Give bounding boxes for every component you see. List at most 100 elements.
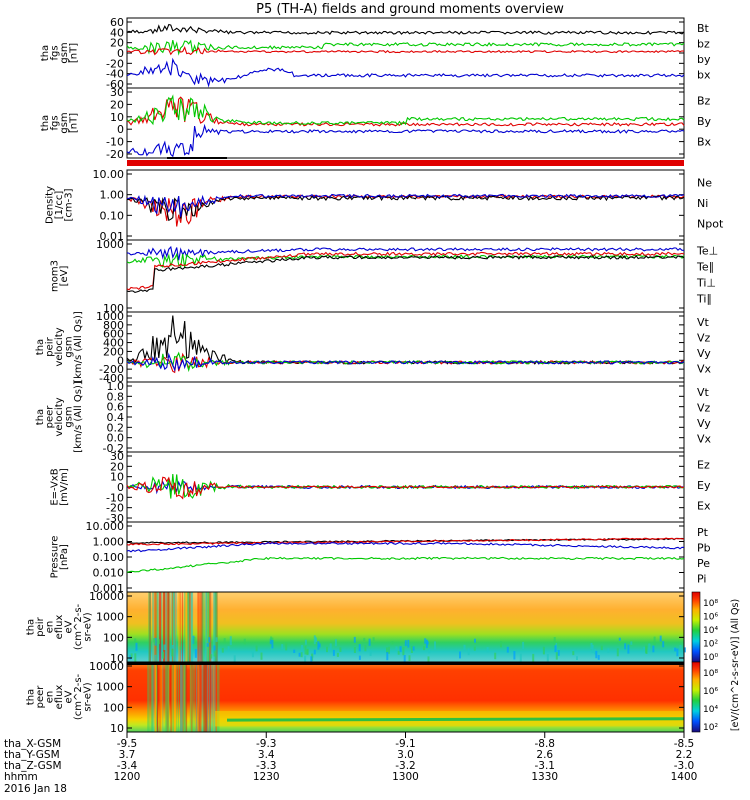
y-axis-label: (cm^2-s- bbox=[73, 673, 84, 720]
spectrogram-streak bbox=[172, 592, 174, 662]
ephemeris-value: 2.6 bbox=[536, 749, 553, 761]
spectrogram-streak bbox=[175, 592, 177, 662]
y-axis-label: tha bbox=[26, 619, 37, 635]
spectrogram-streak bbox=[156, 662, 158, 732]
spectrogram-speckle bbox=[506, 646, 509, 653]
y-axis-label: mom3 bbox=[49, 260, 60, 292]
ephemeris-value: 3.7 bbox=[119, 749, 136, 761]
spectrogram-speckle bbox=[684, 647, 686, 653]
spectrogram-speckle bbox=[645, 645, 648, 653]
spectrogram-streak bbox=[173, 662, 176, 732]
spectrogram-streak bbox=[213, 662, 215, 732]
spectrogram-speckle bbox=[519, 653, 522, 663]
spectrogram-streak bbox=[216, 662, 220, 732]
trace-pe bbox=[126, 556, 685, 573]
spectrogram-speckle bbox=[157, 639, 160, 645]
spectrogram-streak bbox=[167, 662, 169, 732]
spectrogram-speckle bbox=[595, 650, 598, 659]
spectrogram-speckle bbox=[572, 651, 575, 656]
y-tick-label: -10 bbox=[106, 136, 124, 149]
y-tick-label: -0.2 bbox=[103, 442, 124, 455]
y-tick-label: 1000 bbox=[96, 310, 124, 323]
y-tick-label: 1.000 bbox=[93, 536, 125, 549]
spectrogram-streak bbox=[211, 662, 214, 732]
spectrogram-speckle bbox=[627, 644, 630, 654]
colorbar-tick-label: 10⁴ bbox=[703, 626, 718, 636]
y-tick-label: 1000 bbox=[96, 681, 124, 694]
spectrogram-streak bbox=[178, 592, 181, 662]
y-tick-label: 10 bbox=[110, 722, 124, 735]
spectrogram-speckle bbox=[372, 637, 375, 641]
spectrogram-speckle bbox=[315, 637, 317, 642]
y-axis-label: gsm bbox=[64, 406, 75, 427]
spectrogram-streak bbox=[156, 592, 160, 662]
y-tick-label: 0.0 bbox=[107, 432, 125, 445]
trace-ni bbox=[126, 194, 685, 222]
spectrogram-speckle bbox=[500, 641, 502, 648]
legend-entry: Vx bbox=[697, 433, 712, 446]
spectrogram-streak bbox=[205, 662, 207, 732]
spectrogram-speckle bbox=[522, 641, 525, 650]
panel-pressure: 10.000 1.000 0.100 0.010 0.001 Pressure[nPa] P… bbox=[49, 520, 710, 595]
spectrogram-streak bbox=[183, 592, 186, 662]
y-axis-label: gsm bbox=[64, 336, 75, 357]
y-tick-label: 20 bbox=[110, 98, 124, 111]
spectrogram-streak bbox=[203, 662, 206, 732]
spectrogram-speckle bbox=[364, 645, 367, 652]
spectrogram-speckle bbox=[260, 652, 263, 660]
spectrogram-speckle bbox=[304, 639, 307, 645]
y-axis-label: [nT] bbox=[68, 113, 79, 133]
spectrogram-speckle bbox=[576, 656, 578, 660]
spectrogram-streak bbox=[179, 592, 181, 662]
spectrogram-streak bbox=[166, 662, 168, 732]
spectrogram-streak bbox=[182, 662, 185, 732]
spectrogram-speckle bbox=[486, 647, 489, 653]
spectrogram-speckle bbox=[227, 646, 230, 651]
spectrogram-speckle bbox=[648, 643, 651, 652]
spectrogram-speckle bbox=[369, 650, 372, 656]
spectrogram-speckle bbox=[553, 637, 556, 645]
spectrogram-streak bbox=[173, 662, 177, 732]
spectrogram-speckle bbox=[399, 646, 402, 652]
spectrogram-speckle bbox=[662, 641, 665, 648]
spectrogram-speckle bbox=[213, 645, 216, 653]
spectrogram-streak bbox=[167, 662, 169, 732]
spectrogram-speckle bbox=[310, 656, 313, 665]
spectrogram-streak bbox=[205, 592, 208, 662]
legend-entry: Ti⊥ bbox=[696, 276, 716, 289]
spectrogram-speckle bbox=[618, 637, 621, 641]
y-tick-label: 0.010 bbox=[93, 567, 125, 580]
spectrogram-streak bbox=[201, 662, 204, 732]
spectrogram-speckle bbox=[434, 641, 436, 650]
spectrogram-streak bbox=[191, 662, 193, 732]
spectrogram-speckle bbox=[410, 645, 413, 653]
spectrogram-speckle bbox=[334, 639, 337, 647]
spectrogram-streak bbox=[154, 592, 157, 662]
spectrogram-speckle bbox=[194, 649, 197, 658]
spectrogram-streak bbox=[193, 662, 195, 732]
spectrogram-streak bbox=[185, 662, 188, 732]
quality-flag-marks bbox=[167, 157, 227, 159]
legend-entry: Ni bbox=[697, 197, 708, 210]
y-axis-label: [mV/m] bbox=[59, 468, 70, 506]
legend-entry: Bx bbox=[697, 136, 712, 149]
y-tick-label: 1000 bbox=[96, 611, 124, 624]
spectrogram-speckle bbox=[388, 646, 390, 654]
y-tick-label: 0 bbox=[117, 123, 124, 136]
spectrogram-streak bbox=[148, 592, 150, 662]
y-tick-label: 0.6 bbox=[107, 401, 125, 414]
y-tick-label: -400 bbox=[99, 372, 124, 385]
spectrogram-streak bbox=[184, 662, 187, 732]
y-tick-label: -20 bbox=[106, 148, 124, 161]
panel-electron-velocity: 1.00.80.60.40.20.0-0.2 thapeervelocitygsm… bbox=[35, 380, 712, 455]
trace-te-par bbox=[126, 255, 685, 293]
spectrogram-speckle bbox=[298, 652, 301, 657]
spectrogram-speckle bbox=[269, 638, 272, 645]
colorbar bbox=[691, 661, 701, 733]
ephemeris-value: 3.4 bbox=[258, 749, 275, 761]
ephemeris-value: 2.2 bbox=[676, 749, 693, 761]
spectrogram-streak bbox=[191, 592, 193, 662]
spectrogram-speckle bbox=[494, 652, 497, 660]
y-tick-label: 0.001 bbox=[93, 582, 125, 595]
